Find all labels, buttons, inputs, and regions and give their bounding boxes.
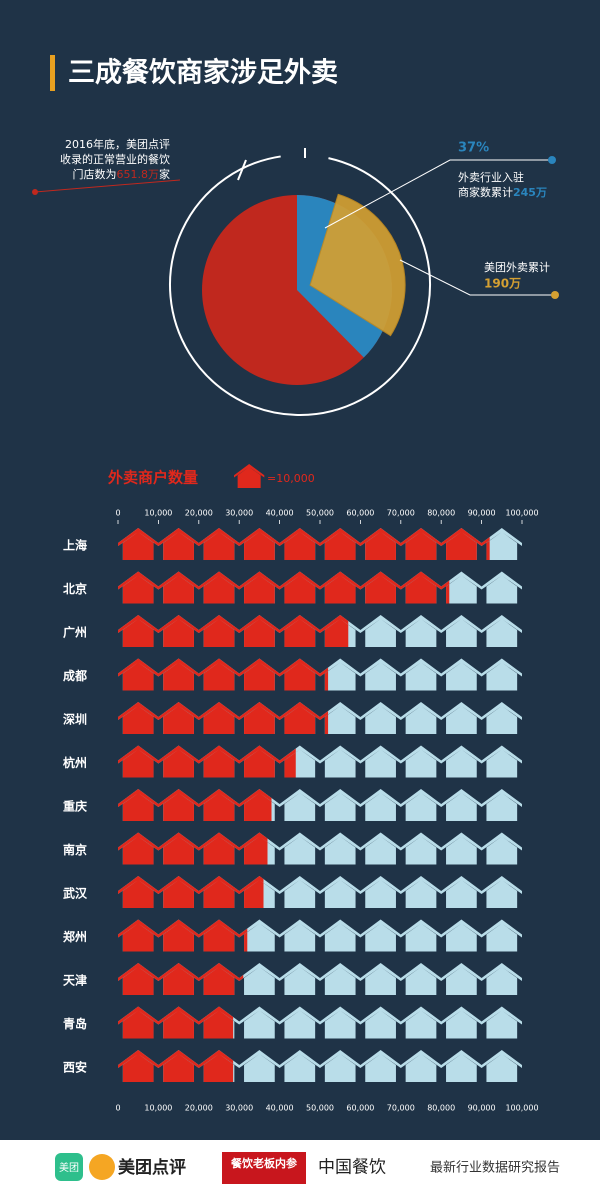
partner-box <box>222 1152 306 1184</box>
x-tick-label: 30,000 <box>225 1104 253 1113</box>
value-houses <box>118 745 296 778</box>
x-tick-label: 70,000 <box>387 509 415 518</box>
x-tick-label: 90,000 <box>468 1104 496 1113</box>
category-label: 广州 <box>63 625 87 640</box>
legend-title: 外卖商户数量 <box>107 469 198 487</box>
note-text: 2016年底，美团点评 <box>65 137 170 151</box>
x-tick-label: 60,000 <box>346 1104 374 1113</box>
partner: 餐饮老板内参 <box>230 1156 298 1170</box>
note-line: 收录的正常营业的餐饮 <box>60 152 170 166</box>
value-houses <box>118 963 244 995</box>
value-houses <box>118 528 490 560</box>
category-label: 青岛 <box>63 1016 87 1031</box>
ring-cap <box>237 148 306 181</box>
x-tick-label: 20,000 <box>185 509 213 518</box>
x-tick-label: 10,000 <box>144 509 172 518</box>
value-houses <box>118 789 272 821</box>
x-tick-label: 60,000 <box>346 509 374 518</box>
x-tick-label: 80,000 <box>427 1104 455 1113</box>
x-tick-label: 50,000 <box>306 509 334 518</box>
category-label: 重庆 <box>63 799 87 814</box>
title-accent <box>50 55 55 91</box>
x-tick-label: 20,000 <box>185 1104 213 1113</box>
x-tick-label: 100,000 <box>505 1104 538 1113</box>
publisher: 中国餐饮 <box>318 1158 386 1178</box>
value-houses <box>118 658 329 691</box>
outer-ring <box>169 155 431 416</box>
value-houses <box>118 919 248 952</box>
leader-line <box>324 159 552 229</box>
note-text: 收录的正常营业的餐饮 <box>60 152 170 166</box>
leader-dot <box>551 291 559 299</box>
category-label: 郑州 <box>63 929 87 944</box>
leader-dot <box>548 156 556 164</box>
category-label: 天津 <box>63 973 87 988</box>
x-tick-label: 30,000 <box>225 509 253 518</box>
watermark: 最新行业数据研究报告 <box>430 1160 560 1176</box>
logo-text: 美团 <box>59 1161 79 1174</box>
x-tick-label: 40,000 <box>266 509 294 518</box>
x-tick-label: 90,000 <box>468 509 496 518</box>
value-houses <box>118 1006 234 1039</box>
leader-line <box>34 179 181 193</box>
x-tick-label: 0 <box>115 1104 120 1113</box>
legend-unit: =10,000 <box>267 472 315 485</box>
pie-slice <box>309 193 406 337</box>
total-label: 651.8万 <box>117 168 160 181</box>
leader-line <box>399 259 555 296</box>
category-label: 南京 <box>63 842 87 857</box>
x-tick-label: 80,000 <box>427 509 455 518</box>
value-houses <box>118 876 264 908</box>
slice-name: 商家数累计245万 <box>458 185 547 199</box>
x-tick-label: 100,000 <box>505 509 538 518</box>
value-houses <box>118 702 329 734</box>
logo-icon <box>89 1154 115 1180</box>
category-label: 深圳 <box>63 712 87 727</box>
value-houses <box>118 571 450 604</box>
x-tick-label: 50,000 <box>306 1104 334 1113</box>
value-houses <box>118 832 268 865</box>
brand: 美团点评 <box>118 1157 186 1178</box>
logo-icon <box>55 1153 83 1181</box>
value-houses <box>118 615 349 647</box>
category-label: 杭州 <box>63 755 87 770</box>
slice-value: 190万 <box>484 277 521 291</box>
percent-label: 37% <box>458 141 489 156</box>
slice-name: 外卖行业入驻 <box>458 170 524 184</box>
legend-icon <box>234 464 265 488</box>
note-line: 2016年底，美团点评 <box>65 137 170 151</box>
category-label: 武汉 <box>63 886 88 901</box>
note-text: 门店数为 <box>73 167 117 181</box>
page-title: 三成餐饮商家涉足外卖 <box>68 57 338 89</box>
x-tick-label: 10,000 <box>144 1104 172 1113</box>
category-label: 西安 <box>63 1060 87 1075</box>
note-line: 门店数为651.8万家 <box>73 167 171 181</box>
category-label: 北京 <box>63 581 87 596</box>
value-houses <box>118 1050 234 1082</box>
leader-dot <box>32 189 38 195</box>
category-label: 成都 <box>63 668 87 683</box>
category-label: 上海 <box>63 538 87 553</box>
slice-value: 245万 <box>513 186 547 199</box>
x-tick-label: 0 <box>115 509 120 518</box>
slice-name: 美团外卖累计 <box>484 261 550 274</box>
total-suffix: 家 <box>159 167 170 181</box>
slice-name-text: 商家数累计 <box>458 185 513 199</box>
x-tick-label: 40,000 <box>266 1104 294 1113</box>
slice-name-text: 外卖行业入驻 <box>458 170 524 184</box>
x-tick-label: 70,000 <box>387 1104 415 1113</box>
